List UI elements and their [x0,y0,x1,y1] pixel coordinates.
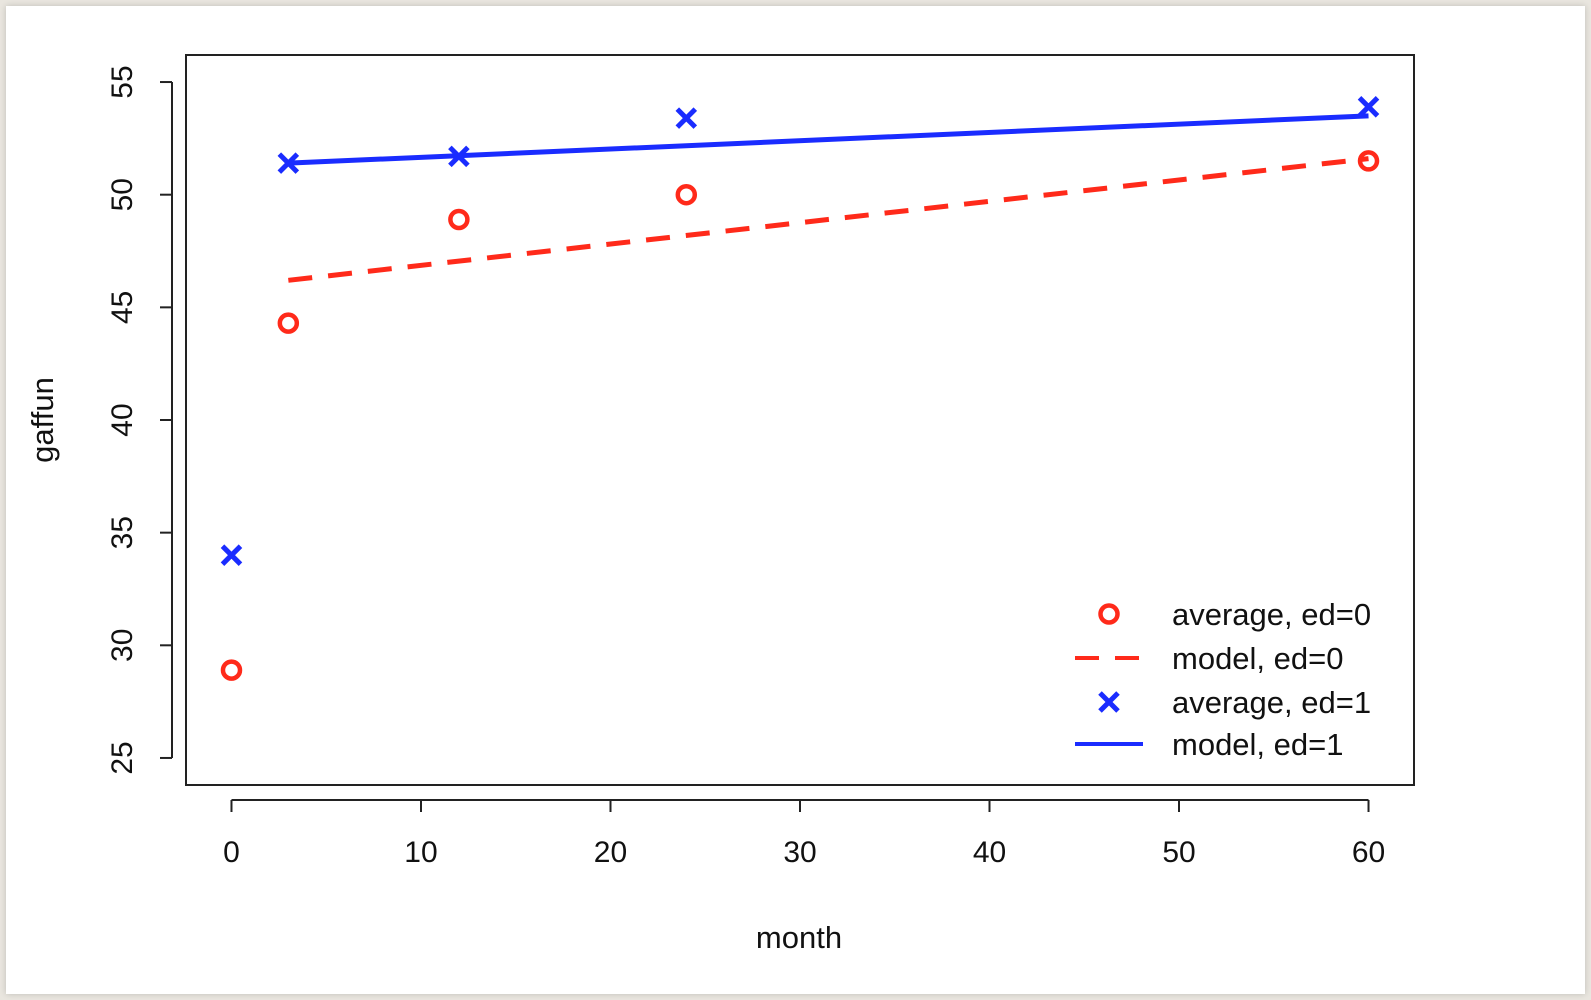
cross-stroke [277,152,300,174]
legend-item: model, ed=0 [1075,641,1343,676]
cross-stroke [1098,691,1120,713]
y-tick-label: 40 [106,403,139,436]
y-tick-label: 25 [106,741,139,774]
legend-label: model, ed=1 [1172,727,1343,762]
legend-label: model, ed=0 [1172,641,1343,676]
legend-item: average, ed=0 [1098,597,1371,632]
x-tick-label: 60 [1352,836,1385,869]
data-point [277,152,300,174]
series-line-3 [288,113,1369,166]
y-tick-label: 45 [106,291,139,324]
x-tick-label: 20 [594,836,627,869]
series-line-1 [288,156,1369,283]
x-axis-title: month [756,920,842,955]
data-point [277,312,300,334]
legend-item: average, ed=1 [1098,685,1371,720]
data-point [448,208,470,231]
x-tick-label: 30 [783,836,816,869]
legend-item: model, ed=1 [1075,727,1343,762]
legend-symbol [1098,603,1120,625]
cross-stroke [220,544,243,566]
x-tick-label: 50 [1162,836,1195,869]
cross-stroke [448,145,470,168]
data-point [675,107,698,129]
y-tick-label: 35 [106,516,139,549]
x-tick-label: 10 [404,836,437,869]
x-tick-label: 0 [223,836,240,869]
legend-label: average, ed=1 [1172,685,1371,720]
data-point [1357,150,1380,172]
data-point [675,183,698,206]
cross-stroke [675,107,698,129]
data-point [220,544,243,566]
y-tick-label: 55 [106,65,139,98]
data-point [1357,96,1380,118]
chart-frame [6,6,1585,994]
y-axis-title: gaffun [25,377,60,463]
legend-label: average, ed=0 [1172,597,1371,632]
data-point [448,145,470,168]
plot-area [185,54,1415,786]
data-point [220,659,243,681]
legend-symbol [1098,691,1120,713]
y-tick-label: 50 [106,178,139,211]
x-tick-label: 40 [973,836,1006,869]
cross-stroke [1357,96,1380,118]
y-tick-label: 30 [106,629,139,662]
